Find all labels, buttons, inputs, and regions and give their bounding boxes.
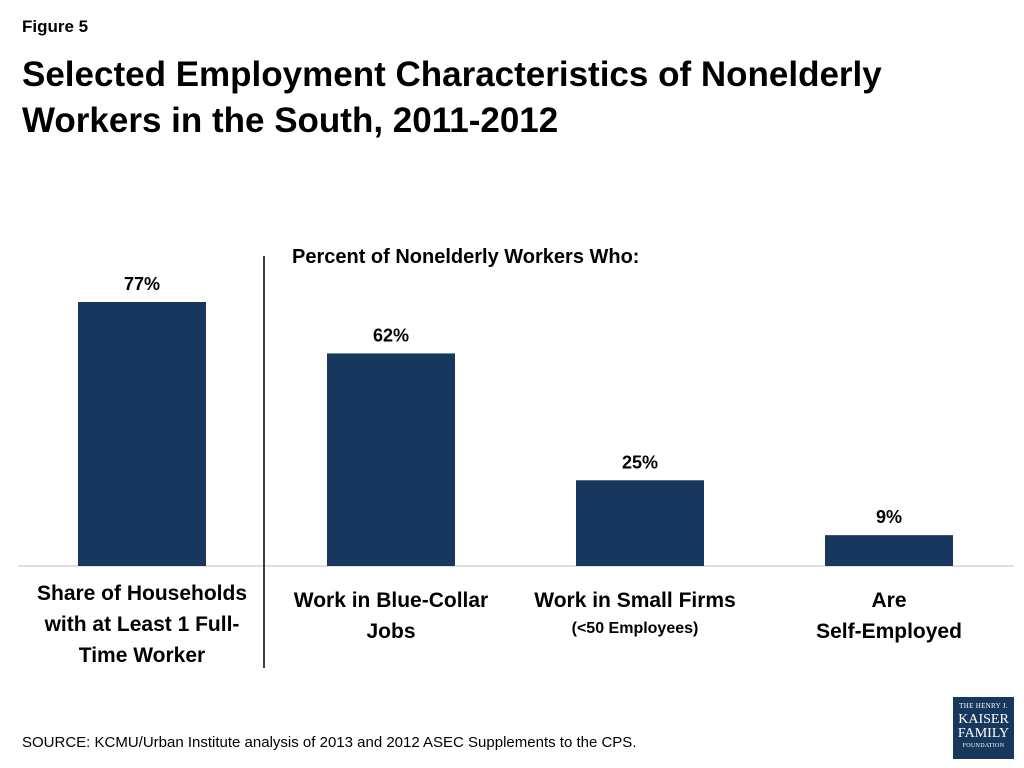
kff-logo: THE HENRY J. KAISER FAMILY FOUNDATION	[953, 697, 1014, 759]
bars-group: 77% 62% 25% 9%	[78, 274, 953, 566]
category-label-blue-collar: Work in Blue-Collar Jobs	[293, 589, 489, 643]
category-label-small-firms: Work in Small Firms (<50 Employees)	[520, 585, 750, 642]
value-label-households: 77%	[124, 274, 160, 294]
category-label-self-employed: Are Self-Employed	[816, 589, 962, 643]
value-label-self-employed: 9%	[876, 507, 902, 527]
bar-self-employed	[825, 535, 953, 566]
chart-subtitle: Percent of Nonelderly Workers Who:	[292, 246, 640, 268]
value-label-small-firms: 25%	[622, 452, 658, 472]
figure-label: Figure 5	[22, 17, 89, 36]
source-note: SOURCE: KCMU/Urban Institute analysis of…	[22, 734, 637, 751]
category-label-households: Share of Households with at Least 1 Full…	[36, 582, 248, 667]
value-label-blue-collar: 62%	[373, 325, 409, 345]
bar-small-firms	[576, 480, 704, 566]
bar-households	[78, 302, 206, 566]
category-sublabel-small-firms: (<50 Employees)	[571, 620, 699, 637]
bar-blue-collar	[327, 353, 455, 566]
chart-title: Selected Employment Characteristics of N…	[22, 55, 882, 140]
